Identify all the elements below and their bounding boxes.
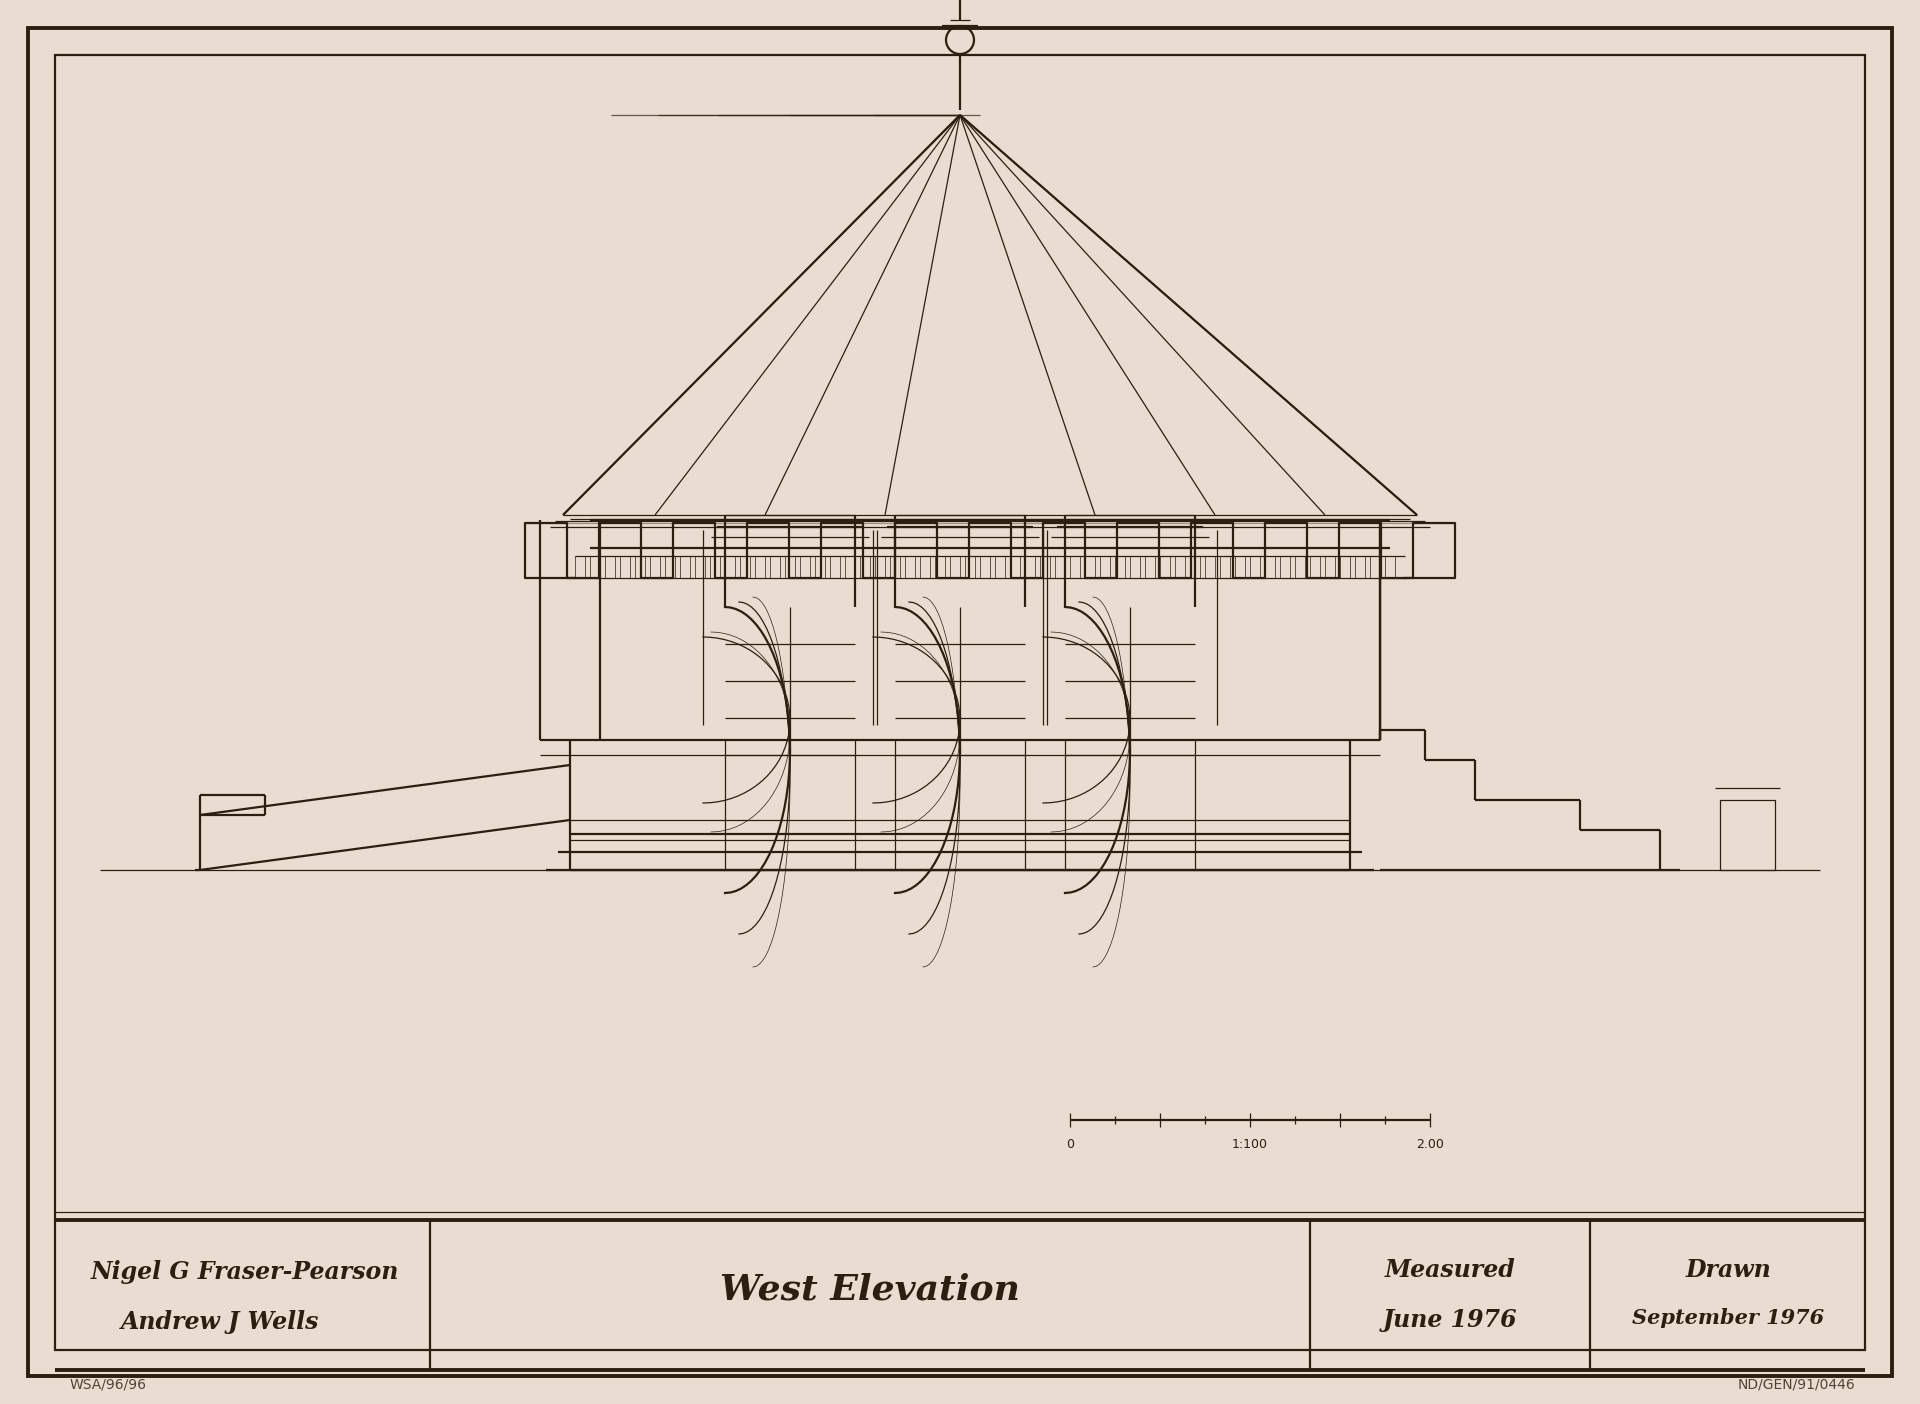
Polygon shape xyxy=(200,765,570,870)
Text: Drawn: Drawn xyxy=(1686,1258,1770,1282)
Text: 0: 0 xyxy=(1066,1139,1073,1151)
Polygon shape xyxy=(570,519,1350,870)
Text: Andrew J Wells: Andrew J Wells xyxy=(121,1310,319,1334)
Text: June 1976: June 1976 xyxy=(1382,1309,1517,1332)
Text: 1:100: 1:100 xyxy=(1233,1139,1267,1151)
Bar xyxy=(1720,800,1774,870)
Text: 2.00: 2.00 xyxy=(1417,1139,1444,1151)
Text: West Elevation: West Elevation xyxy=(720,1273,1020,1307)
Text: WSA/96/96: WSA/96/96 xyxy=(69,1377,148,1391)
Text: September 1976: September 1976 xyxy=(1632,1309,1824,1328)
Text: ND/GEN/91/0446: ND/GEN/91/0446 xyxy=(1738,1377,1855,1391)
Text: Nigel G Fraser-Pearson: Nigel G Fraser-Pearson xyxy=(90,1259,399,1285)
Text: Measured: Measured xyxy=(1384,1258,1515,1282)
